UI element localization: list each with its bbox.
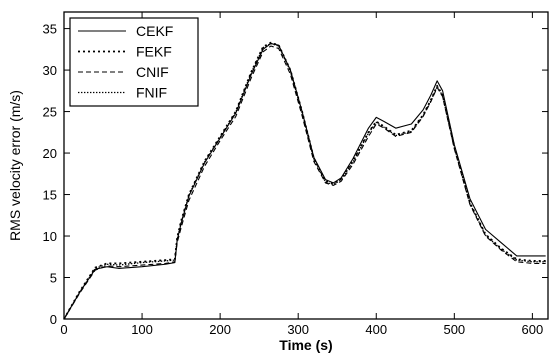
series-layer [63, 41, 546, 320]
y-tick-label: 25 [43, 105, 57, 120]
y-axis-label: RMS velocity error (m/s) [7, 90, 23, 241]
x-tick-label: 0 [60, 322, 67, 337]
ticks-layer: 0 100 200 300 400 500 600 0 5 10 15 20 25 30 35 [43, 12, 548, 337]
plot-frame [63, 11, 549, 320]
legend-label-fnif: FNIF [136, 85, 167, 101]
x-tick-label: 300 [287, 322, 309, 337]
y-tick-label: 10 [43, 229, 57, 244]
y-tick-label: 20 [43, 146, 57, 161]
x-tick-label: 100 [131, 322, 153, 337]
y-tick-label: 30 [43, 63, 57, 78]
y-tick-label: 15 [43, 188, 57, 203]
x-axis-label: Time (s) [279, 337, 332, 353]
y-tick-label: 5 [50, 271, 57, 286]
x-tick-label: 500 [443, 322, 465, 337]
series-line-cnif [63, 45, 546, 320]
legend-box [69, 17, 199, 107]
series-line-fnif [63, 42, 546, 320]
x-tick-label: 200 [209, 322, 231, 337]
legend: CEKF FEKF CNIF FNIF [69, 17, 199, 107]
legend-label-fekf: FEKF [136, 44, 172, 60]
legend-label-cnif: CNIF [136, 64, 169, 80]
y-tick-label: 0 [50, 312, 57, 327]
x-tick-label: 600 [522, 322, 544, 337]
y-tick-label: 35 [43, 22, 57, 37]
x-tick-label: 400 [365, 322, 387, 337]
legend-label-cekf: CEKF [136, 23, 173, 39]
